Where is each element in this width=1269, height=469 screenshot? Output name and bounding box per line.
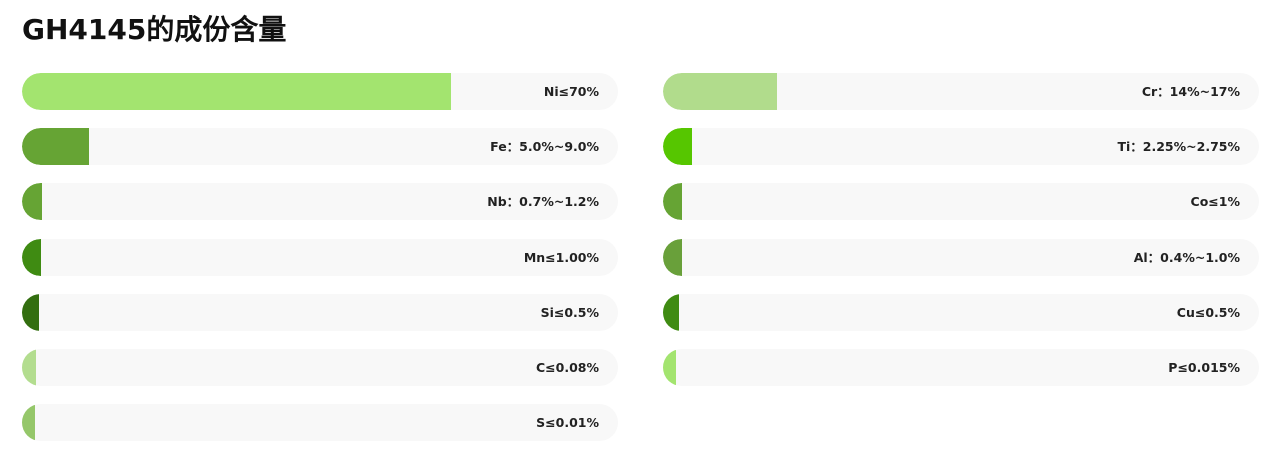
composition-bar-label: Al：0.4%~1.0% (1133, 249, 1240, 265)
composition-bar-row: Co≤1% (663, 183, 1259, 221)
page-title: GH4145的成份含量 (22, 13, 287, 46)
composition-bar-fill (663, 128, 693, 166)
composition-bar-fill (22, 183, 43, 221)
composition-bar-row: Ti：2.25%~2.75% (663, 128, 1259, 166)
composition-bar-fill (663, 183, 683, 221)
composition-bar-fill (22, 348, 36, 386)
composition-bar-fill (663, 348, 676, 386)
composition-bar-label: P≤0.015% (1168, 359, 1240, 375)
composition-bar-row: Nb：0.7%~1.2% (22, 183, 618, 221)
composition-bar-label: Ni≤70% (543, 84, 599, 99)
composition-bar-label: Ti：2.25%~2.75% (1117, 139, 1240, 155)
composition-bar-row: S≤0.01% (22, 404, 618, 442)
composition-bar-row: Cu≤0.5% (663, 293, 1259, 331)
composition-bar-label: Cu≤0.5% (1176, 304, 1240, 320)
composition-column-right: Cr：14%~17% Ti：2.25%~2.75% Co≤1% Al：0.4%~1.0… (663, 73, 1259, 404)
composition-bar-row: C≤0.08% (22, 348, 618, 386)
composition-bar-label: Mn≤1.00% (523, 249, 599, 265)
composition-bar-fill (22, 238, 42, 276)
composition-bar-label: C≤0.08% (535, 359, 599, 375)
composition-bar-fill (22, 73, 452, 110)
composition-bar-fill (22, 404, 35, 442)
composition-column-left: Ni≤70% Fe：5.0%~9.0% Nb：0.7%~1.2% Mn≤1.00% Si… (22, 73, 618, 459)
composition-bar-fill (663, 238, 683, 276)
composition-bar-label: Nb：0.7%~1.2% (487, 194, 599, 210)
composition-bar-fill (22, 293, 40, 331)
composition-bar-row: Mn≤1.00% (22, 238, 618, 276)
composition-bar-row: Si≤0.5% (22, 293, 618, 331)
composition-bar-label: Fe：5.0%~9.0% (490, 139, 599, 155)
composition-bar-row: Al：0.4%~1.0% (663, 238, 1259, 276)
composition-bar-row: P≤0.015% (663, 348, 1259, 386)
composition-bar-row: Ni≤70% (22, 73, 618, 110)
composition-bar-label: Co≤1% (1190, 194, 1240, 210)
composition-bar-label: Si≤0.5% (540, 304, 599, 320)
composition-bar-label: Cr：14%~17% (1141, 84, 1240, 99)
composition-bar-row: Cr：14%~17% (663, 73, 1259, 110)
composition-bar-fill (663, 293, 680, 331)
composition-bar-row: Fe：5.0%~9.0% (22, 128, 618, 166)
composition-bar-fill (22, 128, 89, 166)
composition-bar-fill (663, 73, 777, 110)
composition-bar-label: S≤0.01% (536, 415, 599, 431)
